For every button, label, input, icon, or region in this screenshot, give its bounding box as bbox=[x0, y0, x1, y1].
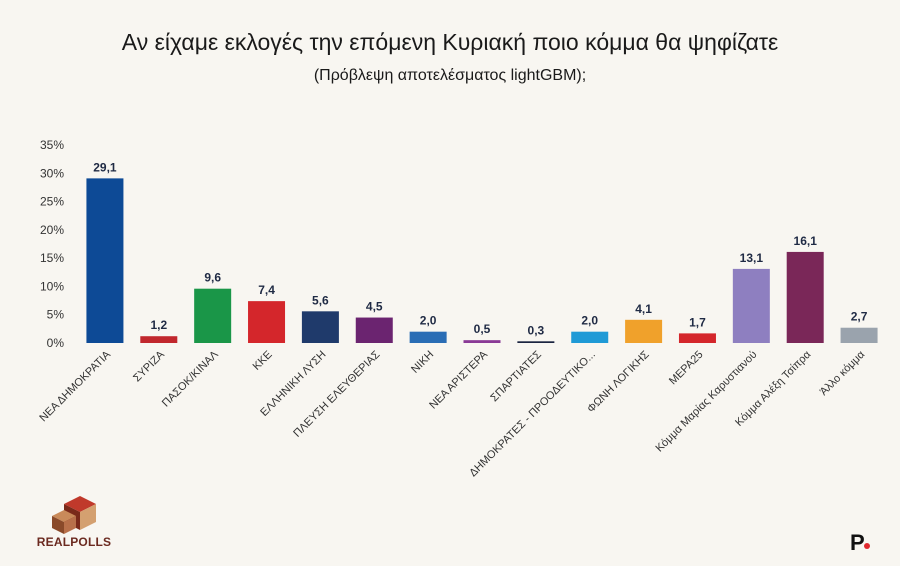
category-label: Κόμμα Μαρίας Καρυστιανού bbox=[654, 349, 760, 455]
bar bbox=[86, 178, 124, 343]
category-label: ΚΚΕ bbox=[251, 349, 275, 373]
data-label: 29,1 bbox=[93, 160, 117, 174]
data-label: 9,6 bbox=[204, 271, 221, 285]
bar bbox=[463, 340, 501, 343]
category-label: ΠΛΕΥΣΗ ΕΛΕΥΘΕΡΙΑΣ bbox=[291, 349, 382, 440]
bar bbox=[678, 333, 716, 343]
y-tick-label: 35% bbox=[40, 138, 64, 152]
y-tick-label: 5% bbox=[47, 308, 65, 322]
chart-subtitle: (Πρόβλεψη αποτελέσματος lightGBM); bbox=[314, 67, 586, 84]
bar bbox=[840, 327, 878, 343]
data-label: 16,1 bbox=[794, 234, 818, 248]
y-tick-label: 15% bbox=[40, 251, 64, 265]
y-tick-label: 30% bbox=[40, 166, 64, 180]
bar bbox=[786, 251, 824, 343]
category-label: ΝΕΑ ΑΡΙΣΤΕΡΑ bbox=[427, 348, 490, 411]
y-axis: 0% 5% 10% 15% 20% 25% 30% 35% bbox=[40, 138, 64, 350]
data-label: 4,1 bbox=[635, 302, 652, 316]
bar bbox=[409, 331, 447, 343]
category-label: ΝΕΑ ΔΗΜΟΚΡΑΤΙΑ bbox=[37, 348, 113, 424]
category-label: ΠΑΣΟΚ/ΚΙΝΑΛ bbox=[160, 348, 221, 409]
data-label: 0,3 bbox=[528, 323, 545, 337]
bar bbox=[248, 301, 286, 343]
bar bbox=[301, 311, 339, 343]
data-label: 1,2 bbox=[150, 318, 167, 332]
y-tick-label: 0% bbox=[47, 336, 65, 350]
data-label: 4,5 bbox=[366, 300, 383, 314]
y-tick-label: 25% bbox=[40, 195, 64, 209]
brand-p-letter: P bbox=[850, 530, 865, 555]
brand-mark: P bbox=[850, 530, 870, 555]
brand-dot bbox=[864, 543, 870, 549]
y-tick-label: 20% bbox=[40, 223, 64, 237]
y-tick-label: 10% bbox=[40, 279, 64, 293]
bar bbox=[732, 268, 770, 343]
bars bbox=[86, 178, 878, 343]
chart-title: Αν είχαμε εκλογές την επόμενη Κυριακή πο… bbox=[122, 29, 778, 55]
bar bbox=[571, 331, 609, 343]
data-label: 5,6 bbox=[312, 293, 329, 307]
data-label: 2,0 bbox=[420, 314, 437, 328]
data-label: 0,5 bbox=[474, 322, 491, 336]
category-label: Άλλο κόμμα bbox=[818, 348, 868, 398]
logo-text: REALPOLLS bbox=[37, 535, 111, 549]
data-label: 1,7 bbox=[689, 315, 706, 329]
bar bbox=[140, 336, 178, 343]
category-label: ΜΕΡΑ25 bbox=[667, 349, 706, 388]
category-label: ΣΠΑΡΤΙΑΤΕΣ bbox=[488, 349, 544, 405]
data-label: 7,4 bbox=[258, 283, 275, 297]
logo-cube-front-right bbox=[64, 516, 76, 534]
bar bbox=[355, 317, 393, 343]
data-label: 2,0 bbox=[581, 314, 598, 328]
value-labels: 29,1 1,2 9,6 7,4 5,6 4,5 2,0 0,5 0,3 2,0 4,1 1,7 13,… bbox=[93, 160, 867, 337]
realpolls-logo: REALPOLLS bbox=[37, 496, 111, 549]
bar bbox=[625, 319, 663, 343]
logo-cube-front-left bbox=[52, 516, 64, 534]
logo-cube-right bbox=[80, 504, 96, 530]
data-label: 2,7 bbox=[851, 310, 868, 324]
data-label: 13,1 bbox=[740, 251, 764, 265]
category-label: ΣΥΡΙΖΑ bbox=[131, 348, 167, 384]
bar bbox=[517, 341, 555, 343]
bar bbox=[194, 288, 232, 343]
category-label: ΝΙΚΗ bbox=[409, 349, 436, 376]
